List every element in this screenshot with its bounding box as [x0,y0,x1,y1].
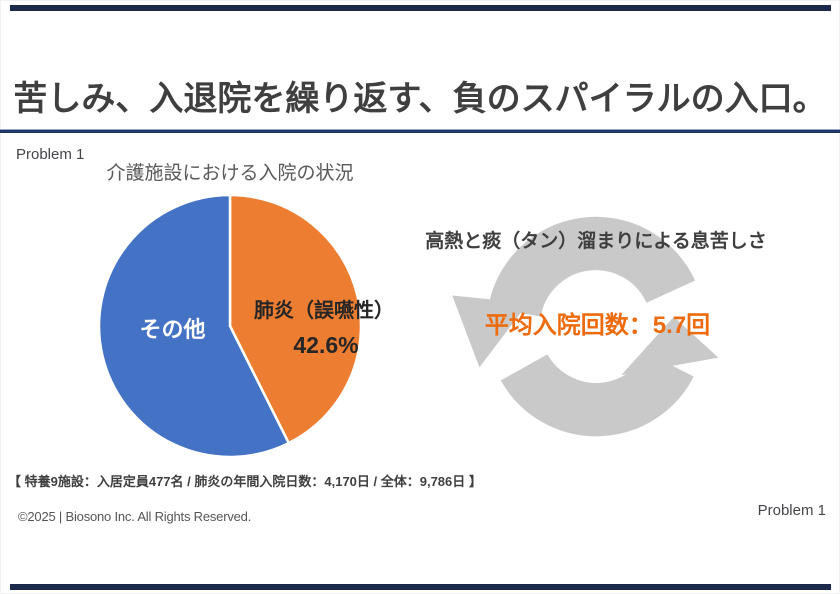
hospitalization-stat-text: 平均入院回数：5.7回 [484,312,711,339]
pie-chart-title: 介護施設における入院の状況 [106,163,354,184]
pie-chart-svg [97,193,363,459]
data-source-footnote: 【 特養9施設：入居定員477名 / 肺炎の年間入院日数：4,170日 / 全体… [8,474,482,489]
slide-title: 苦しみ、入退院を繰り返す、負のスパイラルの入口。 [13,80,827,118]
bottom-accent-bar [10,584,831,590]
pie-slice-pneumonia [228,193,363,445]
title-divider-line [0,129,840,133]
copyright-text: ©2025 | Biosono Inc. All Rights Reserved… [18,509,252,524]
pie-label-pneumonia: 肺炎（誤嚥性） [254,300,394,322]
pie-label-other: その他 [139,317,206,342]
cycle-right-arrowhead [621,316,719,376]
cycle-arrows-icon [450,210,742,448]
symptom-text: 高熱と痰（タン）溜まりによる息苦しさ [425,231,767,252]
problem-label-top: Problem 1 [16,146,85,163]
pie-slice-other [97,193,291,459]
cycle-top-arc [488,216,696,318]
problem-label-bottom: Problem 1 [757,502,826,519]
top-accent-bar [10,5,831,11]
cycle-arrows-svg [452,216,719,437]
pie-label-percentage: 42.6% [293,332,359,358]
pie-chart [97,193,363,459]
cycle-left-arrowhead [452,295,528,368]
cycle-bottom-arc [500,351,694,437]
